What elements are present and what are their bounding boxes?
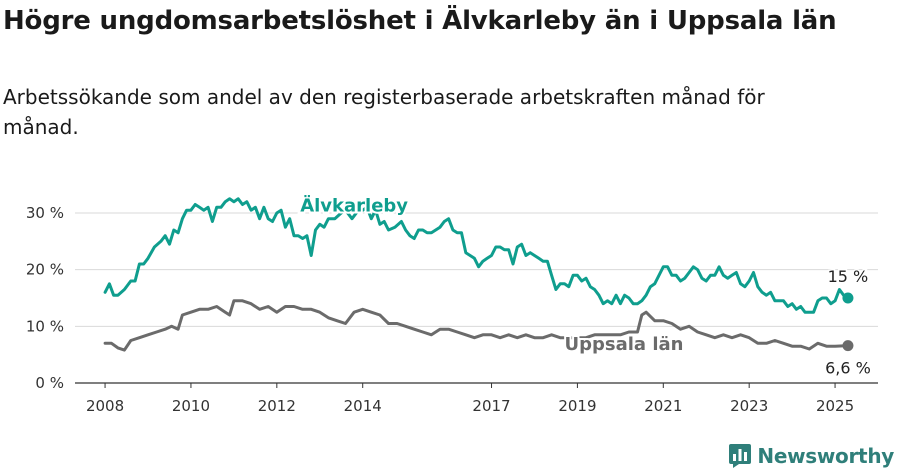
y-tick-label: 10 % (26, 317, 64, 335)
x-tick-label: 2010 (172, 397, 210, 415)
series-end-value: 15 % (828, 267, 869, 286)
chart-subtitle: Arbetssökande som andel av den registerb… (3, 85, 765, 139)
series-lines (103, 197, 854, 352)
series-end-marker (842, 340, 854, 352)
x-tick-label: 2008 (86, 397, 124, 415)
series-end-value: 6,6 % (825, 359, 871, 378)
y-tick-label: 20 % (26, 261, 64, 279)
x-tick-label: 2023 (730, 397, 768, 415)
series-labels: Älvkarleby 15 % Uppsala län 6,6 % (298, 192, 872, 379)
series-line (103, 299, 850, 352)
chart-title: Högre ungdomsarbetslöshet i Älvkarleby ä… (3, 6, 837, 36)
series-label: Uppsala län (565, 334, 684, 355)
x-tick-label: 2017 (472, 397, 510, 415)
y-tick-label: 0 % (35, 374, 64, 392)
series-line (103, 197, 850, 314)
x-tick-label: 2021 (644, 397, 682, 415)
y-tick-label: 30 % (26, 204, 64, 222)
axes: 0 % 10 % 20 % 30 % 2008 2010 2012 2014 2017 2019 2… (26, 204, 878, 415)
series-end-marker (842, 292, 854, 304)
brand-name: Newsworthy (757, 444, 894, 468)
x-tick-label: 2019 (558, 397, 596, 415)
bar-chart-logo-icon (729, 444, 752, 468)
series-label: Älvkarleby (300, 194, 408, 216)
x-tick-label: 2025 (816, 397, 854, 415)
x-tick-label: 2014 (344, 397, 382, 415)
brand-logo: Newsworthy (729, 444, 894, 468)
x-tick-label: 2012 (258, 397, 296, 415)
